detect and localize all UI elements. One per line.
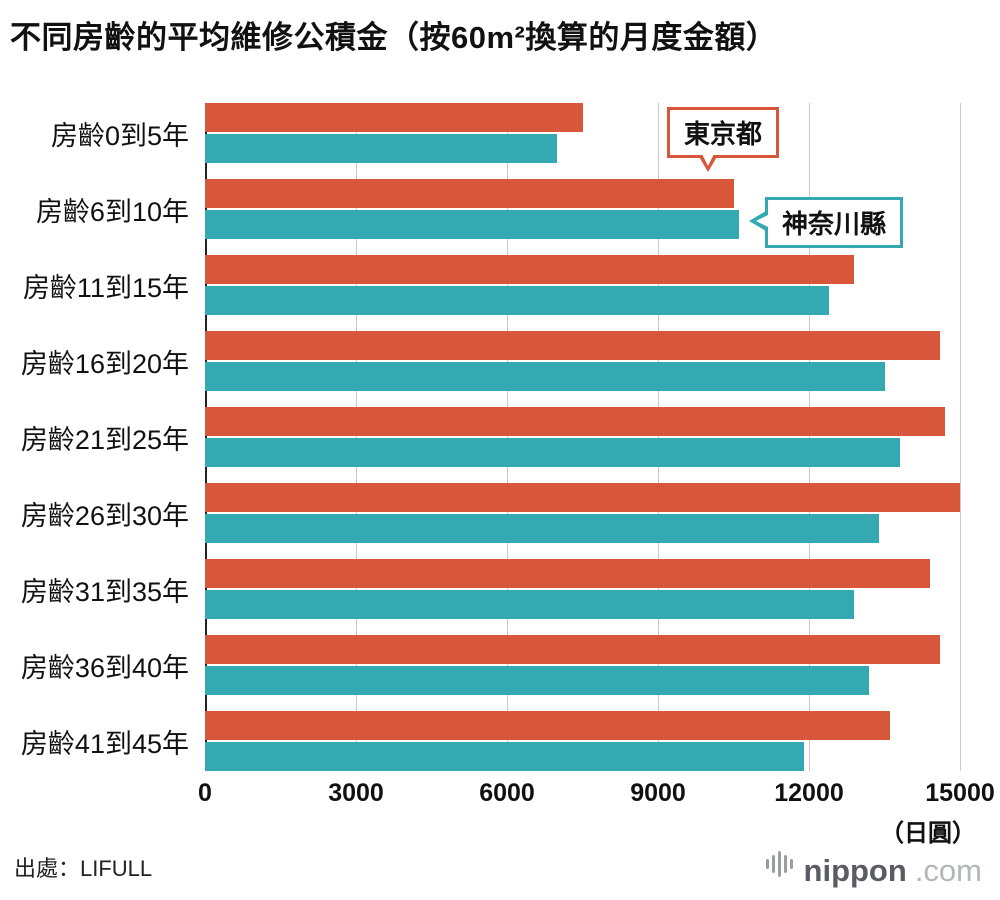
gridline (356, 103, 357, 771)
x-axis-unit: （日圓） (880, 820, 976, 847)
callout-tokyo: 東京都 (667, 107, 780, 172)
bar-kanagawa (205, 742, 804, 771)
category-label: 房齡41到45年 (20, 728, 189, 759)
category-label: 房齡6到10年 (35, 196, 189, 227)
bar-tokyo (205, 179, 734, 208)
bar-tokyo (205, 407, 945, 436)
category-label: 房齡36到40年 (20, 652, 189, 683)
bar-tokyo (205, 711, 890, 740)
bar-group (205, 483, 960, 543)
footer: 出處：LIFULL nippon .com (14, 847, 982, 886)
category-label: 房齡21到25年 (20, 424, 189, 455)
bar-kanagawa (205, 286, 830, 315)
bar-group (205, 711, 960, 771)
bar-kanagawa (205, 134, 558, 163)
x-tick-label: 6000 (479, 779, 535, 807)
bar-group (205, 331, 960, 391)
x-tick-label: 9000 (630, 779, 686, 807)
nippon-logo-suffix: .com (914, 853, 982, 888)
bar-kanagawa (205, 666, 870, 695)
nippon-logo-icon (765, 847, 796, 886)
bar-group (205, 179, 960, 239)
bar-tokyo (205, 103, 583, 132)
bar-group (205, 255, 960, 315)
bar-kanagawa (205, 438, 900, 467)
gridline (658, 103, 659, 771)
category-label: 房齡16到20年 (20, 348, 189, 379)
bar-kanagawa (205, 210, 739, 239)
nippon-logo-text: nippon (803, 853, 907, 888)
bar-kanagawa (205, 590, 855, 619)
category-label: 房齡11到15年 (22, 272, 189, 303)
x-tick-label: 3000 (328, 779, 384, 807)
bar-kanagawa (205, 362, 885, 391)
gridline (960, 103, 961, 771)
bar-tokyo (205, 635, 940, 664)
callout-kanagawa: 神奈川縣 (748, 197, 904, 248)
category-label: 房齡31到35年 (20, 576, 189, 607)
chart-title: 不同房齡的平均維修公積金（按60m²換算的月度金額） (10, 20, 778, 55)
gridline (809, 103, 810, 771)
bar-group (205, 559, 960, 619)
source-label: 出處：LIFULL (14, 855, 153, 881)
category-label: 房齡0到5年 (50, 120, 189, 151)
bar-chart: 房齡0到5年房齡6到10年房齡11到15年 房齡16到20年 房齡21到25年 房齡2… (0, 103, 1000, 771)
y-axis-line (205, 103, 207, 771)
bar-group (205, 103, 960, 163)
category-axis: 房齡0到5年房齡6到10年房齡11到15年 房齡16到20年 房齡21到25年 房齡2… (0, 103, 205, 771)
x-tick-label: 15000 (925, 779, 995, 807)
plot-area: 東京都 神奈川縣 (205, 103, 961, 771)
bar-kanagawa (205, 514, 880, 543)
bar-tokyo (205, 255, 855, 284)
bar-tokyo (205, 559, 930, 588)
bar-tokyo (205, 331, 940, 360)
bar-group (205, 407, 960, 467)
category-label: 房齡26到30年 (20, 500, 189, 531)
x-tick-label: 0 (198, 779, 212, 807)
bar-group (205, 635, 960, 695)
x-axis: （日圓） 0 3000 6000 9000 12000 15000 (198, 771, 995, 847)
x-tick-label: 12000 (774, 779, 844, 807)
callout-kanagawa-label: 神奈川縣 (782, 209, 887, 239)
callout-tokyo-label: 東京都 (684, 119, 763, 149)
bar-tokyo (205, 483, 960, 512)
nippon-logo: nippon .com (765, 847, 982, 888)
gridline (507, 103, 508, 771)
